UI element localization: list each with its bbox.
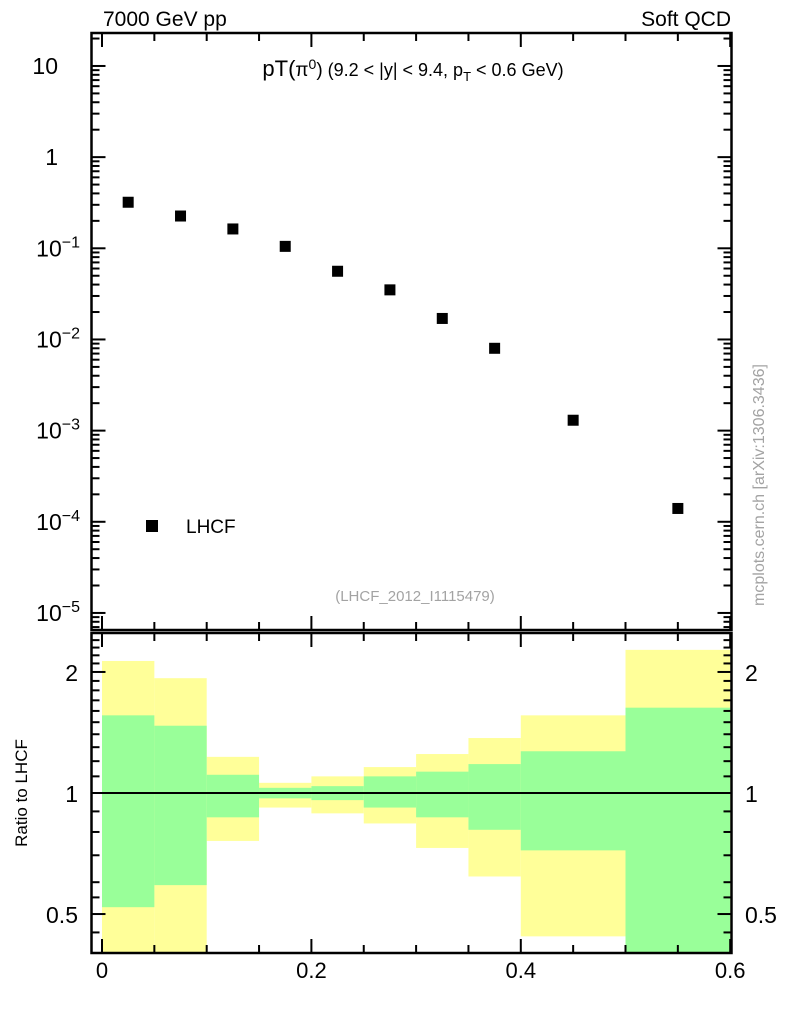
legend-marker-square-icon <box>146 520 158 532</box>
ratio-band-stat-uncertainty <box>154 725 207 886</box>
ratio-band-stat-uncertainty <box>625 707 731 953</box>
data-point-marker <box>279 240 291 252</box>
main-y-tick-label: 10−2 <box>36 325 80 352</box>
x-tick-label: 0.2 <box>296 958 327 983</box>
ratio-y-tick-label-left: 0.5 <box>46 902 78 928</box>
main-y-tick-label: 10−3 <box>36 417 80 444</box>
data-point-marker <box>175 210 187 222</box>
ratio-band-stat-uncertainty <box>520 751 626 851</box>
main-y-tick-label: 1 <box>45 144 58 170</box>
plot-title: pT(π0) (9.2 < |y| < 9.4, pT < 0.6 GeV) <box>262 56 563 84</box>
main-y-tick-label: 10−4 <box>36 508 80 535</box>
watermark: mcplots.cern.ch [arXiv:1306.3436] <box>751 364 768 606</box>
legend-label: LHCF <box>186 517 236 538</box>
data-point-marker <box>122 196 134 208</box>
data-point-marker <box>489 342 501 354</box>
data-point-marker <box>436 312 448 324</box>
main-panel-frame <box>90 31 733 632</box>
x-tick-label: 0 <box>96 958 108 983</box>
ratio-band-stat-uncertainty <box>416 771 469 818</box>
tick-labels-layer: 10 1 10−1 10−2 10−3 10−4 10−5 2 2 1 1 0.5 0.5 0 0.2 0.4… <box>32 53 777 983</box>
ratio-y-tick-label-right: 1 <box>745 781 758 807</box>
data-point-marker <box>227 223 239 235</box>
legend: LHCF <box>146 517 236 538</box>
data-point-marker <box>567 414 579 426</box>
reference-label: (LHCF_2012_I1115479) <box>335 588 495 605</box>
header-beam-label: 7000 GeV pp <box>103 8 227 31</box>
main-y-tick-label: 10−5 <box>36 599 80 626</box>
ratio-y-tick-label-right: 0.5 <box>745 902 777 928</box>
data-point-marker <box>672 502 684 514</box>
ticks-layer <box>91 33 732 953</box>
main-y-tick-label: 10 <box>32 53 58 79</box>
ratio-y-tick-label-left: 2 <box>65 660 78 686</box>
header-category-label: Soft QCD <box>641 8 731 31</box>
ratio-y-tick-label-right: 2 <box>745 660 758 686</box>
ratio-bands-layer <box>102 649 731 953</box>
main-y-tick-label: 10−1 <box>36 234 80 261</box>
x-tick-label: 0.6 <box>715 958 746 983</box>
ratio-band-stat-uncertainty <box>468 764 521 830</box>
x-tick-label: 0.4 <box>506 958 537 983</box>
ratio-band-stat-uncertainty <box>206 774 260 818</box>
ratio-band-stat-uncertainty <box>102 715 155 908</box>
ratio-band-stat-uncertainty <box>363 776 417 808</box>
data-point-marker <box>384 284 396 296</box>
ratio-y-axis-label: Ratio to LHCF <box>12 739 31 847</box>
ratio-y-tick-label-left: 1 <box>65 781 78 807</box>
data-points-layer <box>122 196 684 514</box>
data-point-marker <box>332 265 344 277</box>
